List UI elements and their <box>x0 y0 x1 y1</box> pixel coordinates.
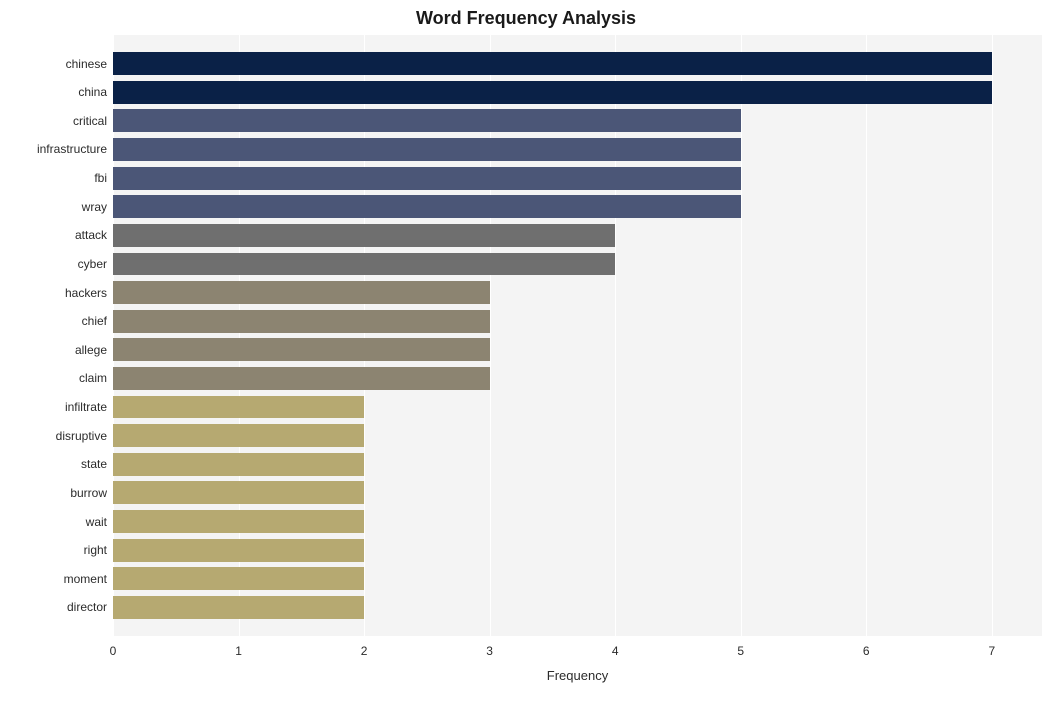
y-tick-label: claim <box>79 371 113 385</box>
x-tick-label: 3 <box>486 644 493 658</box>
gridline <box>866 35 867 636</box>
y-tick-label: hackers <box>65 286 113 300</box>
x-tick-label: 4 <box>612 644 619 658</box>
y-tick-label: infrastructure <box>37 142 113 156</box>
y-tick-label: infiltrate <box>65 400 113 414</box>
y-tick-label: wait <box>86 515 113 529</box>
y-tick-label: disruptive <box>56 429 113 443</box>
bar <box>113 510 364 533</box>
y-tick-label: right <box>84 543 113 557</box>
bar <box>113 596 364 619</box>
y-tick-label: state <box>81 457 113 471</box>
x-axis-label: Frequency <box>547 668 608 683</box>
gridline <box>992 35 993 636</box>
y-tick-label: director <box>67 600 113 614</box>
x-tick-label: 5 <box>737 644 744 658</box>
bar <box>113 481 364 504</box>
x-tick-label: 1 <box>235 644 242 658</box>
word-frequency-chart: Word Frequency Analysis 01234567chinesec… <box>0 0 1052 701</box>
bar <box>113 567 364 590</box>
x-tick-label: 2 <box>361 644 368 658</box>
x-tick-label: 0 <box>110 644 117 658</box>
bar <box>113 424 364 447</box>
y-tick-label: attack <box>75 228 113 242</box>
y-tick-label: allege <box>75 343 113 357</box>
bar <box>113 167 741 190</box>
plot-area: 01234567chinesechinacriticalinfrastructu… <box>113 35 1042 636</box>
bar <box>113 109 741 132</box>
bar <box>113 367 490 390</box>
bar <box>113 195 741 218</box>
bar <box>113 396 364 419</box>
bar <box>113 52 992 75</box>
gridline <box>741 35 742 636</box>
y-tick-label: cyber <box>78 257 113 271</box>
bar <box>113 224 615 247</box>
y-tick-label: chief <box>82 314 113 328</box>
y-tick-label: china <box>78 85 113 99</box>
bar <box>113 539 364 562</box>
bar <box>113 453 364 476</box>
y-tick-label: burrow <box>70 486 113 500</box>
y-tick-label: fbi <box>94 171 113 185</box>
chart-title: Word Frequency Analysis <box>0 8 1052 29</box>
x-tick-label: 7 <box>988 644 995 658</box>
y-tick-label: critical <box>73 114 113 128</box>
bar <box>113 281 490 304</box>
y-tick-label: chinese <box>66 57 113 71</box>
y-tick-label: moment <box>64 572 113 586</box>
y-tick-label: wray <box>82 200 113 214</box>
bar <box>113 81 992 104</box>
bar <box>113 138 741 161</box>
bar <box>113 338 490 361</box>
bar <box>113 253 615 276</box>
bar <box>113 310 490 333</box>
x-tick-label: 6 <box>863 644 870 658</box>
